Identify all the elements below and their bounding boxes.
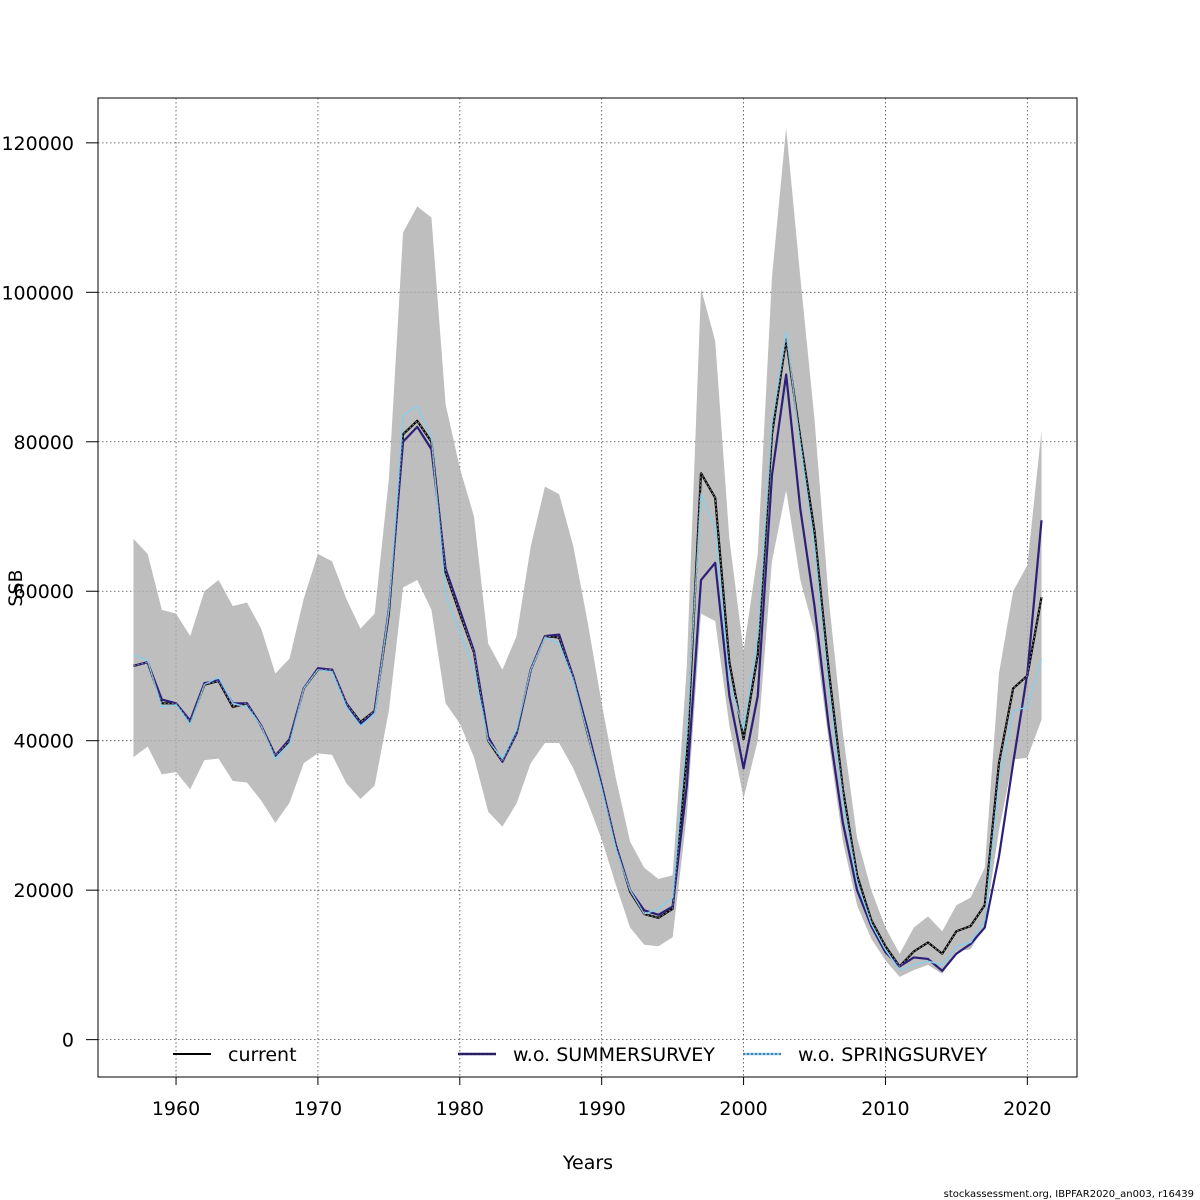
plot-frame [97, 97, 1078, 1078]
x-tick-label-1970: 1970 [294, 1098, 342, 1120]
y-tick-label-80000: 80000 [14, 432, 74, 454]
legend-label-w-o-springsurvey: w.o. SPRINGSURVEY [798, 1044, 988, 1066]
y-tick-label-100000: 100000 [1, 282, 74, 304]
x-tick-label-2020: 2020 [1003, 1098, 1051, 1120]
y-tick-label-20000: 20000 [14, 880, 74, 902]
legend: current w.o. SUMMERSURVEY w.o. SPRINGSURVE… [173, 1044, 988, 1066]
y-tick-label-60000: 60000 [14, 581, 74, 603]
series-line-current-dotted [133, 339, 1043, 968]
y-tick-label-120000: 120000 [1, 133, 74, 155]
footer-credit: stockassessment.org, IBPFAR2020_an003, r… [944, 1189, 1194, 1200]
x-axis: 1960 1970 1980 1990 2000 2010 2020 [152, 1077, 1052, 1120]
x-tick-label-2010: 2010 [861, 1098, 909, 1120]
legend-label-current: current [228, 1044, 297, 1066]
series-lines [133, 331, 1043, 972]
y-axis: 0 20000 40000 60000 80000 100000 120000 [1, 133, 98, 1052]
y-tick-label-40000: 40000 [14, 731, 74, 753]
x-axis-label: Years [562, 1152, 613, 1174]
x-tick-label-1960: 1960 [152, 1098, 200, 1120]
y-tick-label-0: 0 [62, 1030, 74, 1052]
confidence-band-area [133, 127, 1042, 977]
x-tick-label-2000: 2000 [719, 1098, 767, 1120]
legend-item-w-o-summersurvey: w.o. SUMMERSURVEY [458, 1044, 715, 1066]
legend-item-w-o-springsurvey: w.o. SPRINGSURVEY [743, 1044, 988, 1066]
x-tick-label-1980: 1980 [436, 1098, 484, 1120]
legend-item-current: current [173, 1044, 297, 1066]
y-axis-label: SSB [5, 569, 27, 606]
grid-overlay [98, 98, 1077, 1077]
x-tick-label-1990: 1990 [578, 1098, 626, 1120]
confidence-band [133, 127, 1042, 977]
legend-label-w-o-summersurvey: w.o. SUMMERSURVEY [513, 1044, 715, 1066]
series-line-w-o-springsurvey [133, 331, 1043, 971]
